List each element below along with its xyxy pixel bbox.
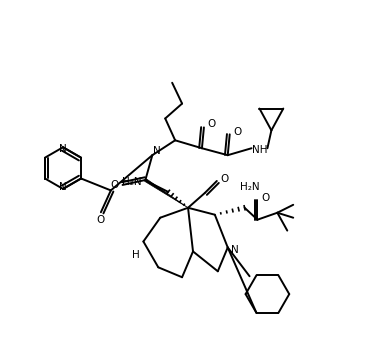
Text: H₂N: H₂N — [240, 182, 259, 192]
Text: H: H — [132, 250, 139, 260]
Text: O: O — [97, 215, 105, 225]
Text: N: N — [59, 144, 67, 154]
Text: O: O — [208, 120, 216, 130]
Text: O: O — [261, 193, 270, 203]
Polygon shape — [145, 179, 188, 208]
Text: NH: NH — [252, 145, 267, 155]
Text: O: O — [233, 127, 242, 137]
Text: N: N — [59, 182, 67, 192]
Text: N: N — [231, 246, 238, 256]
Text: H₂N: H₂N — [122, 177, 141, 187]
Text: O: O — [221, 174, 229, 184]
Text: O: O — [111, 180, 119, 190]
Text: N: N — [153, 146, 161, 156]
